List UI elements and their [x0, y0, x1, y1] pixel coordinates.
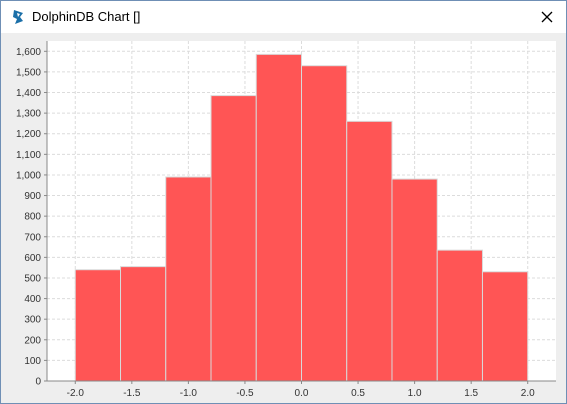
histogram-bar: [165, 176, 212, 382]
histogram-bars: [74, 53, 529, 382]
histogram-bar: [255, 53, 302, 382]
y-axis-ticks: 0 100 200 300 400 500 600 700 800 900 1,000 1,100 1,…: [16, 47, 47, 388]
x-axis-ticks: -2.0 -1.5 -1.0 -0.5 0.0 0.5 1.0 1.5 2.0: [67, 381, 535, 399]
window-title: DolphinDB Chart []: [32, 9, 141, 24]
y-tick-label: 1,100: [16, 150, 41, 161]
histogram-chart: 0 100 200 300 400 500 600 700 800 900 1,000 1,100 1,…: [16, 41, 556, 399]
title-bar[interactable]: DolphinDB Chart []: [1, 1, 566, 33]
y-tick-label: 900: [24, 191, 41, 202]
x-tick-label: -1.5: [123, 388, 141, 399]
y-tick-label: 100: [24, 356, 41, 367]
histogram-bar: [210, 95, 257, 382]
histogram-bar: [391, 178, 438, 382]
x-tick-label: -2.0: [67, 388, 85, 399]
x-tick-label: 2.0: [521, 388, 535, 399]
y-tick-label: 200: [24, 335, 41, 346]
histogram-bar: [301, 65, 348, 382]
y-tick-label: 800: [24, 212, 41, 223]
histogram-bar: [481, 271, 529, 382]
x-tick-label: 0.0: [295, 388, 309, 399]
y-tick-label: 700: [24, 232, 41, 243]
y-tick-label: 400: [24, 294, 41, 305]
y-tick-label: 1,300: [16, 109, 41, 120]
y-tick-label: 0: [35, 377, 41, 388]
x-tick-label: 0.5: [351, 388, 365, 399]
x-tick-label: 1.5: [464, 388, 478, 399]
y-tick-label: 1,200: [16, 129, 41, 140]
close-icon: [541, 11, 553, 23]
x-tick-label: 1.0: [408, 388, 422, 399]
histogram-bar: [346, 120, 393, 382]
y-tick-label: 1,500: [16, 67, 41, 78]
close-button[interactable]: [533, 5, 561, 29]
y-tick-label: 1,000: [16, 170, 41, 181]
y-tick-label: 300: [24, 315, 41, 326]
y-tick-label: 500: [24, 273, 41, 284]
histogram-bar: [120, 266, 167, 382]
chart-area: 0 100 200 300 400 500 600 700 800 900 1,000 1,100 1,…: [1, 33, 566, 403]
histogram-bar: [74, 269, 122, 382]
y-tick-label: 1,600: [16, 47, 41, 58]
x-tick-label: -1.0: [180, 388, 198, 399]
y-tick-label: 1,400: [16, 88, 41, 99]
y-tick-label: 600: [24, 253, 41, 264]
dolphindb-logo-icon: [13, 10, 23, 24]
histogram-bar: [436, 249, 483, 382]
x-tick-label: -0.5: [236, 388, 254, 399]
